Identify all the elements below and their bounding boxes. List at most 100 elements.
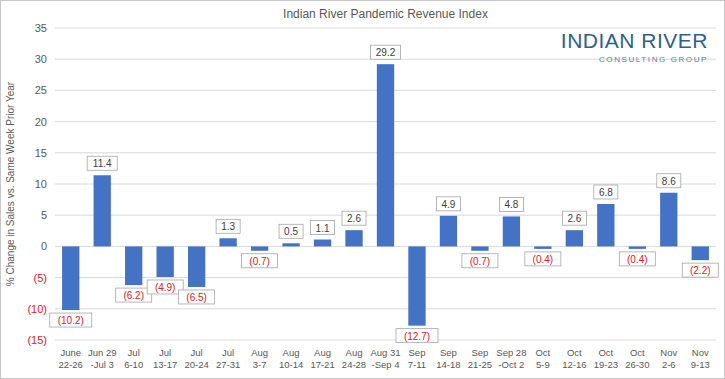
bar [219,238,236,246]
bar [188,246,205,287]
bar [345,230,362,246]
x-tick-line: Sep [440,347,457,358]
x-tick-line: Nov [660,347,677,358]
data-label-box [242,254,278,268]
bar [692,246,709,260]
data-label-box [462,254,498,268]
data-label-box [116,288,152,302]
x-tick-line: Jun 29 [88,347,117,358]
x-tick-line: Oct [598,347,613,358]
data-label-box [594,185,618,199]
x-tick-line: 3-7 [253,359,267,370]
x-tick-line: 17-21 [310,359,334,370]
bars [62,64,709,325]
data-label: 0.5 [284,226,298,237]
data-label: 8.6 [662,176,676,187]
y-tick-label: 35 [35,22,47,34]
x-tick-line: 14-18 [436,359,460,370]
data-label: 4.8 [504,199,518,210]
x-tick-label: June22-26 [59,347,83,370]
x-tick-line: June [60,347,81,358]
x-tick-label: Oct5-9 [535,347,550,370]
data-label: 2.6 [347,213,361,224]
data-label-box [342,211,366,225]
data-label-box [396,329,438,343]
y-tick-label: 25 [35,84,47,96]
x-tick-line: 20-24 [184,359,208,370]
x-tick-line: Oct [567,347,582,358]
data-label: 2.6 [567,213,581,224]
bar [157,246,174,277]
x-tick-line: Nov [692,347,709,358]
x-tick-label: Oct26-30 [625,347,649,370]
x-tick-line: 13-17 [153,359,177,370]
x-tick-label: Oct12-16 [562,347,586,370]
data-label-box [619,252,655,266]
bar [660,193,677,247]
x-tick-label: Sep21-25 [468,347,492,370]
data-label: (4.9) [155,282,176,293]
x-tick-line: Sep [471,347,488,358]
data-label-box [371,45,401,59]
x-tick-label: Jul20-24 [184,347,208,370]
data-label: 1.1 [316,223,330,234]
x-tick-line: 22-26 [59,359,83,370]
data-label: (2.2) [690,265,711,276]
grid-line [55,340,716,341]
x-tick-label: Aug10-14 [279,347,303,370]
y-tick-label: 10 [35,178,47,190]
bar [566,230,583,246]
y-tick-label: 30 [35,53,47,65]
x-tick-line: Jul [128,347,140,358]
data-label-box [50,313,92,327]
data-label-box [525,252,561,266]
x-tick-label: Sep 28-Oct 2 [496,347,526,370]
y-tick-label: (5) [34,272,47,284]
x-tick-line: -Oct 2 [498,359,524,370]
data-label: 4.9 [441,199,455,210]
y-tick-label: (15) [27,334,47,346]
data-label-box [436,197,460,211]
logo-line1: INDIAN RIVER [561,29,708,52]
data-label-box [216,219,240,233]
frame [1,1,725,379]
x-tick-line: Jul [222,347,234,358]
x-tick-line: 7-11 [408,359,426,370]
x-tick-line: 12-16 [562,359,586,370]
bar [314,240,331,247]
x-tick-line: Jul [159,347,171,358]
x-tick-line: 10-14 [279,359,303,370]
x-tick-label: Nov2-6 [660,347,677,370]
data-label-box [311,221,335,235]
x-tick-line: -Sep 4 [372,359,400,370]
bar [282,243,299,246]
data-label-box [499,197,523,211]
x-tick-line: Oct [630,347,645,358]
x-tick-line: 24-28 [342,359,366,370]
bar [377,64,394,246]
data-label: (0.7) [470,256,491,267]
bar [534,246,551,248]
data-label: (6.2) [123,290,144,301]
x-tick-line: Sep 28 [496,347,526,358]
data-label-box [682,263,718,277]
grid-line [55,277,716,278]
x-tick-line: Aug [251,347,268,358]
data-label: (0.7) [249,256,270,267]
x-tick-label: Jul27-31 [216,347,240,370]
x-tick-label: Sep14-18 [436,347,460,370]
bar [125,246,142,285]
x-tick-line: Jul [191,347,203,358]
y-axis-label: % Change in Sales vs. Same Week Prior Ye… [5,81,16,286]
x-tick-line: 9-13 [691,359,710,370]
data-label-box [657,174,681,188]
x-tick-label: Aug 31-Sep 4 [370,347,400,370]
data-label: (10.2) [58,315,84,326]
bar [471,246,488,250]
bar [629,246,646,248]
data-label: (0.4) [533,254,554,265]
data-label-box [279,224,303,238]
data-label: 6.8 [599,187,613,198]
y-tick-label: 20 [35,116,47,128]
x-tick-line: Aug [314,347,331,358]
